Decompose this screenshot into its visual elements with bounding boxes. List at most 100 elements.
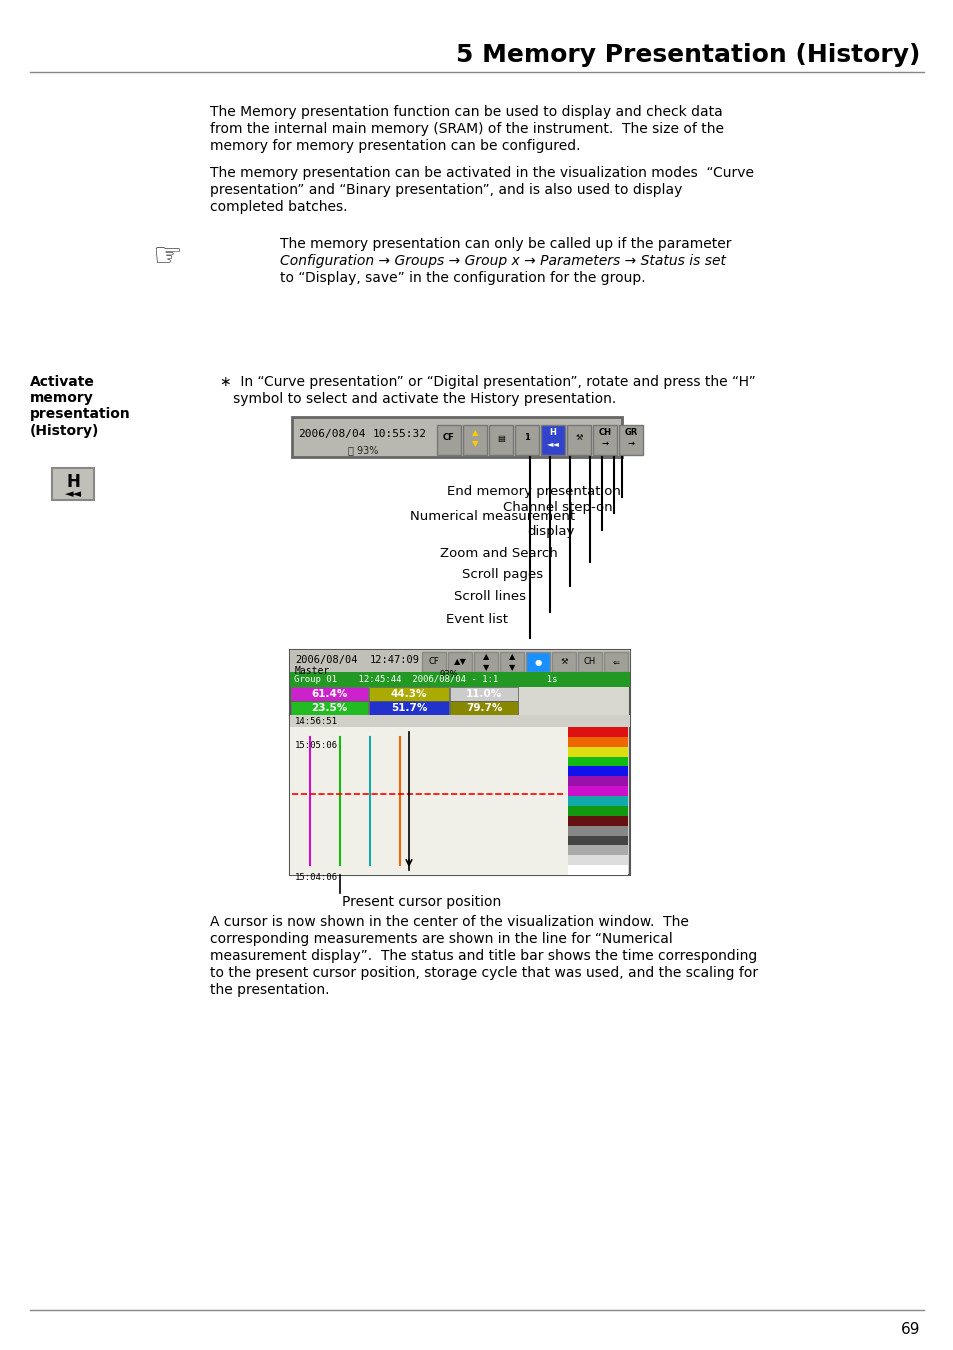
Text: The memory presentation can be activated in the visualization modes  “Curve: The memory presentation can be activated… [210, 166, 753, 180]
Bar [450, 701, 517, 716]
Bar [603, 652, 627, 672]
Bar [567, 836, 627, 845]
Text: 14:56:51: 14:56:51 [294, 717, 337, 726]
Text: 12:47:09: 12:47:09 [370, 655, 419, 666]
Bar [540, 425, 564, 455]
Text: measurement display”.  The status and title bar shows the time corresponding: measurement display”. The status and tit… [210, 949, 757, 963]
Bar [567, 845, 627, 856]
Bar [567, 776, 627, 786]
Text: ▤: ▤ [497, 433, 504, 443]
Bar [593, 425, 617, 455]
Text: The memory presentation can only be called up if the parameter: The memory presentation can only be call… [280, 238, 731, 251]
Text: Zoom and Search: Zoom and Search [439, 547, 558, 560]
Bar [567, 815, 627, 826]
Text: 5 Memory Presentation (History): 5 Memory Presentation (History) [456, 43, 919, 68]
Bar [52, 468, 94, 500]
Text: 61.4%: 61.4% [311, 688, 347, 699]
Text: H: H [66, 472, 80, 491]
Bar [290, 649, 629, 875]
Bar [291, 687, 368, 701]
Text: ●: ● [534, 657, 541, 667]
Text: A cursor is now shown in the center of the visualization window.  The: A cursor is now shown in the center of t… [210, 915, 688, 929]
Text: 1: 1 [523, 433, 529, 443]
Text: to the present cursor position, storage cycle that was used, and the scaling for: to the present cursor position, storage … [210, 967, 758, 980]
Text: 2006/08/04: 2006/08/04 [297, 429, 365, 439]
Bar [474, 652, 497, 672]
Text: ▲
▼: ▲ ▼ [482, 652, 489, 672]
Bar [290, 716, 629, 728]
Text: 44.3%: 44.3% [391, 688, 427, 699]
Text: ☞: ☞ [152, 240, 182, 273]
Text: Scroll lines: Scroll lines [454, 590, 525, 603]
Text: Channel step-on: Channel step-on [503, 501, 613, 514]
Bar [567, 786, 627, 796]
Text: Group 01    12:45:44  2006/08/04 - 1:1         1s: Group 01 12:45:44 2006/08/04 - 1:1 1s [294, 675, 557, 684]
Bar [567, 806, 627, 815]
Bar [291, 701, 368, 716]
Text: ⚒: ⚒ [575, 433, 582, 443]
Bar [525, 652, 550, 672]
Bar [421, 652, 446, 672]
Bar [567, 865, 627, 875]
Text: 15:05:06: 15:05:06 [294, 741, 337, 751]
Bar [567, 856, 627, 865]
Bar [552, 652, 576, 672]
Text: 10:55:32: 10:55:32 [373, 429, 427, 439]
Text: Event list: Event list [446, 613, 507, 626]
Bar [489, 425, 513, 455]
Text: 2006/08/04: 2006/08/04 [294, 655, 357, 666]
Text: CF: CF [442, 433, 455, 443]
Text: ⇐: ⇐ [612, 657, 618, 667]
Bar [448, 652, 472, 672]
Text: ∗  In “Curve presentation” or “Digital presentation”, rotate and press the “H”: ∗ In “Curve presentation” or “Digital pr… [220, 375, 755, 389]
Bar [290, 649, 629, 672]
Text: Configuration → Groups → Group x → Parameters → Status is set: Configuration → Groups → Group x → Param… [280, 254, 725, 269]
Text: 51.7%: 51.7% [391, 703, 427, 713]
Bar [450, 687, 517, 701]
Text: presentation” and “Binary presentation”, and is also used to display: presentation” and “Binary presentation”,… [210, 184, 681, 197]
Bar [515, 425, 538, 455]
Bar [436, 425, 460, 455]
Bar [290, 672, 629, 687]
Text: Master: Master [294, 666, 330, 676]
Bar [567, 767, 627, 776]
Bar [567, 826, 627, 836]
Text: the presentation.: the presentation. [210, 983, 329, 998]
Bar [292, 417, 621, 458]
Text: 15:04:06: 15:04:06 [294, 873, 337, 882]
Text: ◄◄: ◄◄ [65, 489, 81, 500]
Bar [369, 687, 449, 701]
Bar [290, 728, 567, 875]
Bar [499, 652, 523, 672]
Text: ▲
▼: ▲ ▼ [471, 428, 477, 448]
Bar [567, 796, 627, 806]
Text: completed batches.: completed batches. [210, 200, 347, 215]
Text: corresponding measurements are shown in the line for “Numerical: corresponding measurements are shown in … [210, 931, 672, 946]
Text: The Memory presentation function can be used to display and check data: The Memory presentation function can be … [210, 105, 722, 119]
Text: H
◄◄: H ◄◄ [546, 428, 558, 448]
Text: ▲
▼: ▲ ▼ [508, 652, 515, 672]
Text: Activate
memory
presentation
(History): Activate memory presentation (History) [30, 375, 131, 437]
Text: to “Display, save” in the configuration for the group.: to “Display, save” in the configuration … [280, 271, 645, 285]
Text: from the internal main memory (SRAM) of the instrument.  The size of the: from the internal main memory (SRAM) of … [210, 122, 723, 136]
Text: ▲▼: ▲▼ [453, 657, 466, 667]
Text: CH: CH [583, 657, 596, 667]
Text: 🔒 93%: 🔒 93% [348, 446, 378, 455]
Text: 79.7%: 79.7% [465, 703, 501, 713]
Text: 23.5%: 23.5% [311, 703, 347, 713]
Text: 93%: 93% [439, 670, 458, 679]
Bar [462, 425, 486, 455]
Text: 69: 69 [900, 1323, 919, 1338]
Bar [567, 737, 627, 747]
Text: CH
→: CH → [598, 428, 611, 448]
Text: Scroll pages: Scroll pages [461, 568, 542, 580]
Bar [567, 756, 627, 767]
Bar [369, 701, 449, 716]
Text: 11.0%: 11.0% [465, 688, 501, 699]
Text: Present cursor position: Present cursor position [341, 895, 500, 909]
Text: End memory presentation: End memory presentation [447, 485, 620, 498]
Text: Numerical measurement
display: Numerical measurement display [410, 510, 575, 539]
Text: GR
→: GR → [623, 428, 637, 448]
Bar [567, 728, 627, 737]
Text: CF: CF [428, 657, 439, 667]
